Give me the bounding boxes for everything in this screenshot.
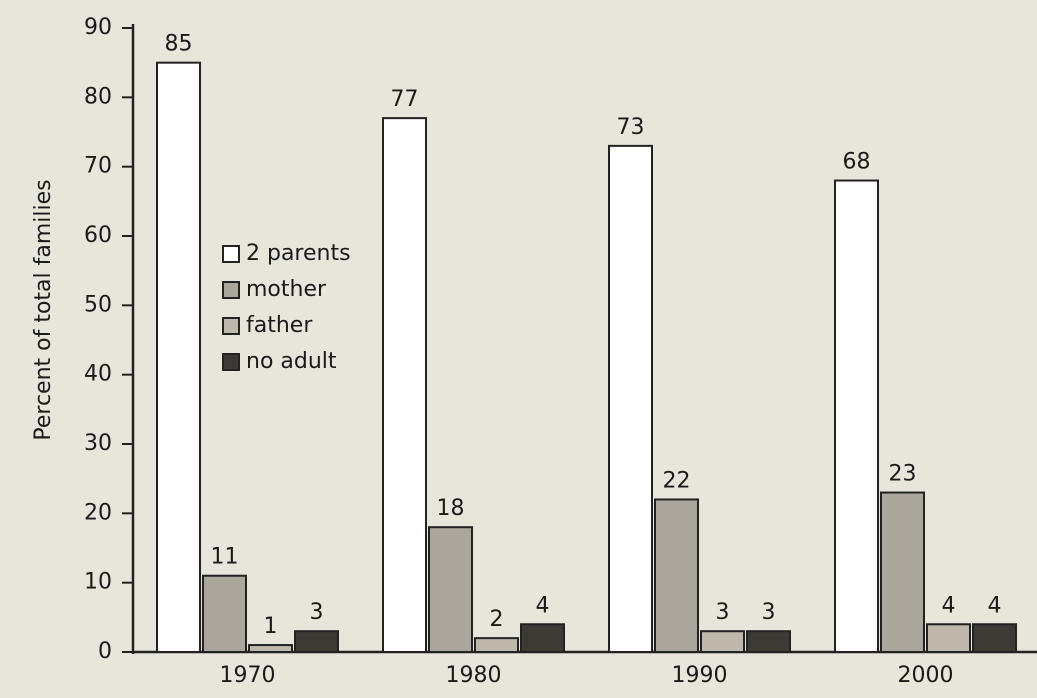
y-tick-label: 40 <box>84 362 112 387</box>
bar <box>608 144 653 653</box>
bar <box>746 630 791 654</box>
x-tick-label: 1980 <box>446 663 502 688</box>
data-label: 22 <box>663 468 691 493</box>
data-label: 85 <box>165 32 193 57</box>
y-tick-label: 0 <box>98 639 112 664</box>
bar <box>382 117 427 653</box>
data-label: 23 <box>889 462 917 487</box>
data-label: 3 <box>716 600 730 625</box>
bar <box>972 623 1017 653</box>
legend-swatch <box>222 245 240 263</box>
data-label: 4 <box>942 593 956 618</box>
y-tick-label: 20 <box>84 500 112 525</box>
bar <box>654 498 699 654</box>
legend-label: father <box>246 313 313 338</box>
data-label: 77 <box>391 87 419 112</box>
legend-label: no adult <box>246 349 337 374</box>
data-label: 1 <box>264 614 278 639</box>
bar <box>474 637 519 654</box>
legend-label: mother <box>246 277 327 302</box>
y-tick-label: 30 <box>84 431 112 456</box>
bar <box>520 623 565 653</box>
x-tick-label: 1990 <box>672 663 728 688</box>
bar <box>428 526 473 654</box>
y-tick-label: 90 <box>84 15 112 40</box>
bar <box>202 574 247 654</box>
y-tick-label: 70 <box>84 154 112 179</box>
bar <box>926 623 971 653</box>
x-tick-label: 2000 <box>898 663 954 688</box>
y-axis-label: Percent of total families <box>31 179 56 440</box>
bar <box>834 179 879 654</box>
bar <box>294 630 339 654</box>
bar <box>156 61 201 653</box>
legend-swatch <box>222 281 240 299</box>
data-label: 18 <box>437 496 465 521</box>
data-label: 11 <box>211 545 239 570</box>
legend-swatch <box>222 317 240 335</box>
data-label: 68 <box>843 150 871 175</box>
bar <box>248 644 293 653</box>
data-label: 4 <box>988 593 1002 618</box>
data-label: 4 <box>536 593 550 618</box>
data-label: 3 <box>762 600 776 625</box>
data-label: 2 <box>490 607 504 632</box>
bar <box>880 491 925 653</box>
legend-swatch <box>222 353 240 371</box>
y-tick-label: 80 <box>84 84 112 109</box>
y-tick-label: 60 <box>84 223 112 248</box>
legend-label: 2 parents <box>246 241 351 266</box>
bar <box>700 630 745 654</box>
y-tick-label: 50 <box>84 292 112 317</box>
data-label: 73 <box>617 115 645 140</box>
data-label: 3 <box>310 600 324 625</box>
y-tick-label: 10 <box>84 570 112 595</box>
x-tick-label: 1970 <box>220 663 276 688</box>
